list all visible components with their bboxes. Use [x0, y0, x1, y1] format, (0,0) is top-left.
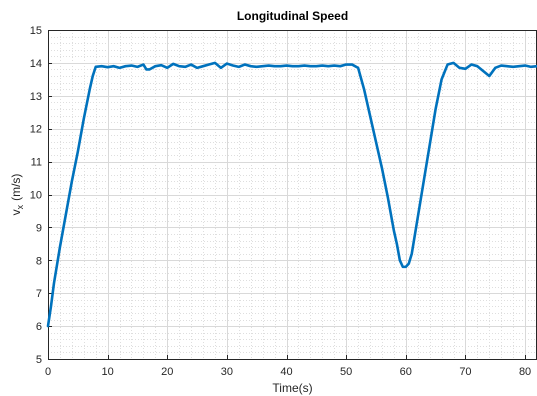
x-tick-label: 30 — [221, 366, 233, 378]
series-line — [46, 61, 537, 328]
x-tick-label: 50 — [340, 366, 352, 378]
x-tick-label: 70 — [459, 366, 471, 378]
y-tick-label: 14 — [30, 58, 42, 70]
x-tick-label: 40 — [280, 366, 292, 378]
y-axis-title-unit: (m/s) — [9, 174, 23, 201]
x-axis: 0 10 20 30 40 50 60 70 80 — [45, 355, 531, 378]
x-tick-label: 80 — [519, 366, 531, 378]
x-tick-label: 20 — [161, 366, 173, 378]
x-tick-label: 10 — [102, 366, 114, 378]
y-tick-label: 7 — [36, 288, 42, 300]
y-tick-label: 6 — [36, 321, 42, 333]
x-tick-label: 0 — [45, 366, 51, 378]
svg-text:vx(m/s): vx (m/s) — [9, 174, 25, 216]
y-tick-label: 15 — [30, 25, 42, 37]
series-layer — [46, 61, 537, 328]
x-axis-title: Time(s) — [272, 381, 312, 395]
y-axis-title-main: v — [9, 209, 23, 215]
y-tick-label: 13 — [30, 91, 42, 103]
y-tick-label: 5 — [36, 354, 42, 366]
minor-grid — [48, 30, 537, 359]
y-tick-label: 10 — [30, 190, 42, 202]
y-axis-title: vx (m/s) — [9, 174, 25, 216]
y-tick-label: 12 — [30, 124, 42, 136]
y-tick-label: 8 — [36, 255, 42, 267]
y-axis-title-subscript: x — [15, 204, 25, 209]
y-tick-label: 11 — [31, 157, 42, 169]
y-tick-label: 9 — [36, 222, 42, 234]
major-grid — [48, 30, 537, 360]
x-tick-label: 60 — [400, 366, 412, 378]
chart-title: Longitudinal Speed — [237, 9, 348, 23]
y-axis: 5 6 7 8 9 10 11 12 13 14 15 — [30, 25, 52, 366]
